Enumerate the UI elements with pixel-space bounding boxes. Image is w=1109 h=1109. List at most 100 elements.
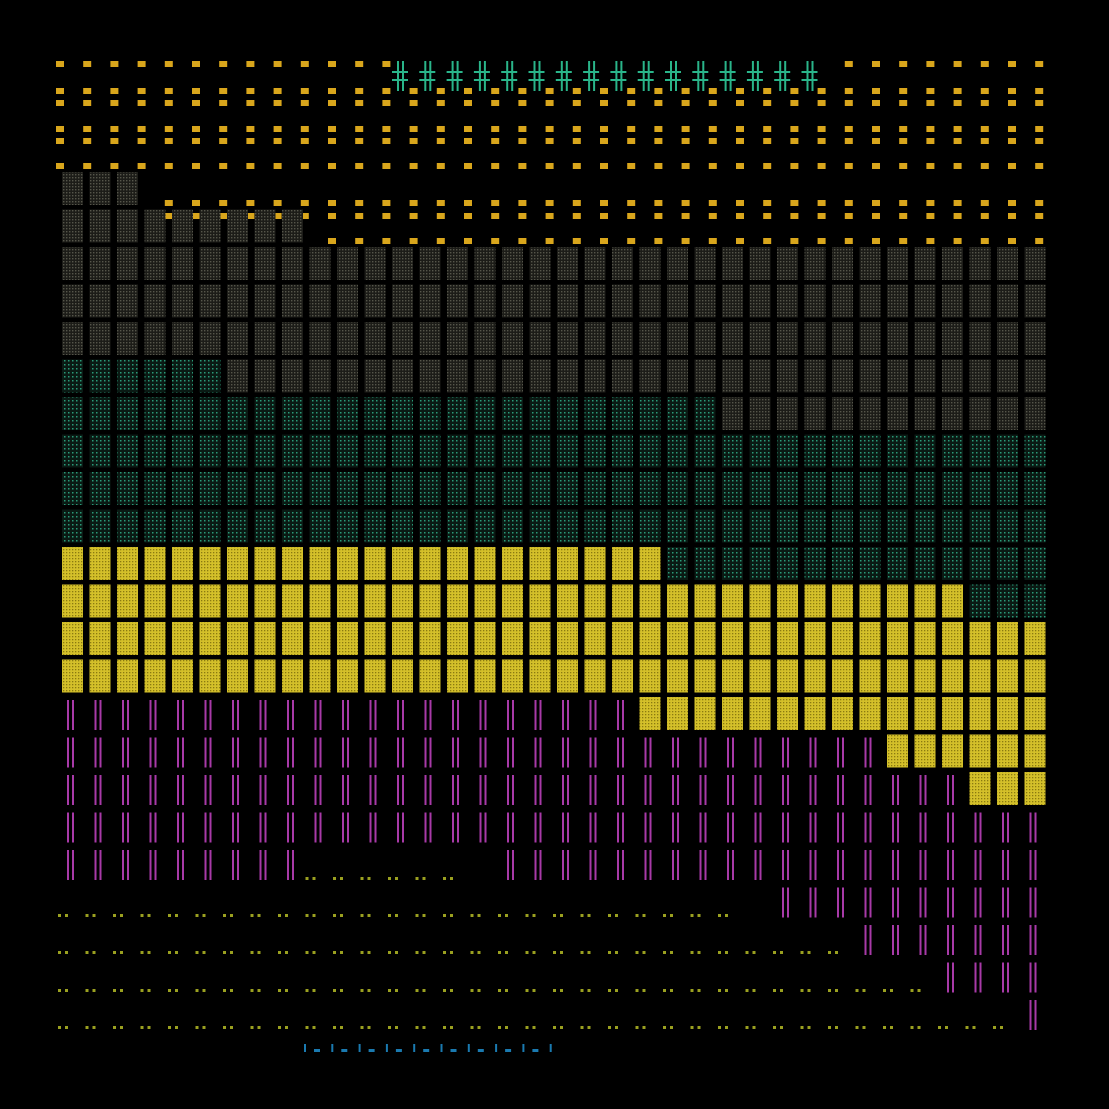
cell xyxy=(62,284,83,318)
cell xyxy=(392,397,413,430)
cell xyxy=(447,322,468,355)
dot xyxy=(505,989,508,992)
cell xyxy=(337,359,358,393)
cell xyxy=(612,284,633,318)
dash xyxy=(192,126,200,132)
bar-pair xyxy=(204,850,212,880)
dash xyxy=(192,138,200,144)
dash xyxy=(1035,126,1044,132)
dash xyxy=(899,213,908,219)
cell xyxy=(419,284,441,318)
bar-pair xyxy=(919,925,927,955)
cell xyxy=(62,509,83,543)
cell xyxy=(364,284,386,318)
dot xyxy=(642,989,646,992)
dot xyxy=(65,989,68,992)
dot xyxy=(938,1026,941,1029)
dash xyxy=(681,163,690,169)
cell xyxy=(254,397,276,430)
cell xyxy=(502,622,523,655)
dash xyxy=(763,100,772,106)
cell xyxy=(667,697,688,730)
dot xyxy=(230,1026,233,1029)
dot xyxy=(202,914,206,917)
cell xyxy=(337,509,358,543)
cell xyxy=(612,584,633,618)
dot xyxy=(175,951,178,954)
bar-pair xyxy=(534,775,542,805)
dot xyxy=(608,1026,611,1029)
dot xyxy=(360,989,364,992)
dot xyxy=(560,951,563,954)
cell xyxy=(667,659,688,693)
cell xyxy=(777,509,798,543)
bar-pair xyxy=(617,850,624,880)
cell xyxy=(777,622,798,655)
bar-pair xyxy=(507,737,514,768)
cell xyxy=(474,622,496,655)
dash xyxy=(1035,213,1044,219)
tick-mark xyxy=(385,1044,388,1052)
dot xyxy=(367,1026,371,1029)
cell xyxy=(859,284,881,318)
dot xyxy=(175,1026,178,1029)
cell xyxy=(89,547,111,580)
dot xyxy=(340,877,343,880)
bar-pair xyxy=(232,737,239,768)
cell xyxy=(309,509,331,543)
cell xyxy=(667,472,688,505)
dash xyxy=(790,126,799,132)
dash xyxy=(355,138,364,144)
dash xyxy=(708,100,717,106)
cell xyxy=(612,397,633,430)
dash xyxy=(382,100,391,106)
cell xyxy=(392,547,413,580)
cell xyxy=(254,622,276,655)
dot xyxy=(395,951,398,954)
tick-mark xyxy=(423,1049,430,1052)
dash xyxy=(300,213,309,219)
dot xyxy=(250,989,254,992)
dash xyxy=(355,200,364,206)
cell xyxy=(199,284,221,318)
bar-pair xyxy=(1029,850,1037,880)
cell xyxy=(859,472,881,505)
dot xyxy=(525,989,529,992)
dot xyxy=(553,914,556,917)
cell xyxy=(584,397,606,430)
dot xyxy=(257,989,261,992)
cell xyxy=(887,697,908,730)
dash xyxy=(83,163,92,169)
cell xyxy=(969,284,991,318)
cell xyxy=(1024,247,1046,280)
dot xyxy=(780,1026,783,1029)
cell xyxy=(969,472,991,505)
dot xyxy=(470,1026,474,1029)
cell xyxy=(1024,284,1046,318)
bar-pair xyxy=(287,700,294,730)
dash xyxy=(355,61,364,67)
dash xyxy=(83,61,92,67)
dash xyxy=(763,138,772,144)
dash xyxy=(491,88,500,94)
dash xyxy=(56,126,64,132)
dot xyxy=(642,914,646,917)
cell xyxy=(337,472,358,505)
cell xyxy=(447,584,468,618)
bar-pair xyxy=(369,775,377,805)
cell xyxy=(804,584,826,618)
dash xyxy=(273,100,282,106)
bar-pair xyxy=(479,737,487,768)
bar-pair xyxy=(479,775,487,805)
dot xyxy=(670,989,673,992)
dash xyxy=(464,238,472,244)
cell xyxy=(62,359,83,393)
dot xyxy=(587,989,591,992)
cell xyxy=(722,359,743,393)
dot xyxy=(443,951,446,954)
dash xyxy=(844,126,853,132)
bar-pair xyxy=(232,775,239,805)
cell xyxy=(997,697,1018,730)
cell xyxy=(364,622,386,655)
dash xyxy=(436,88,445,94)
